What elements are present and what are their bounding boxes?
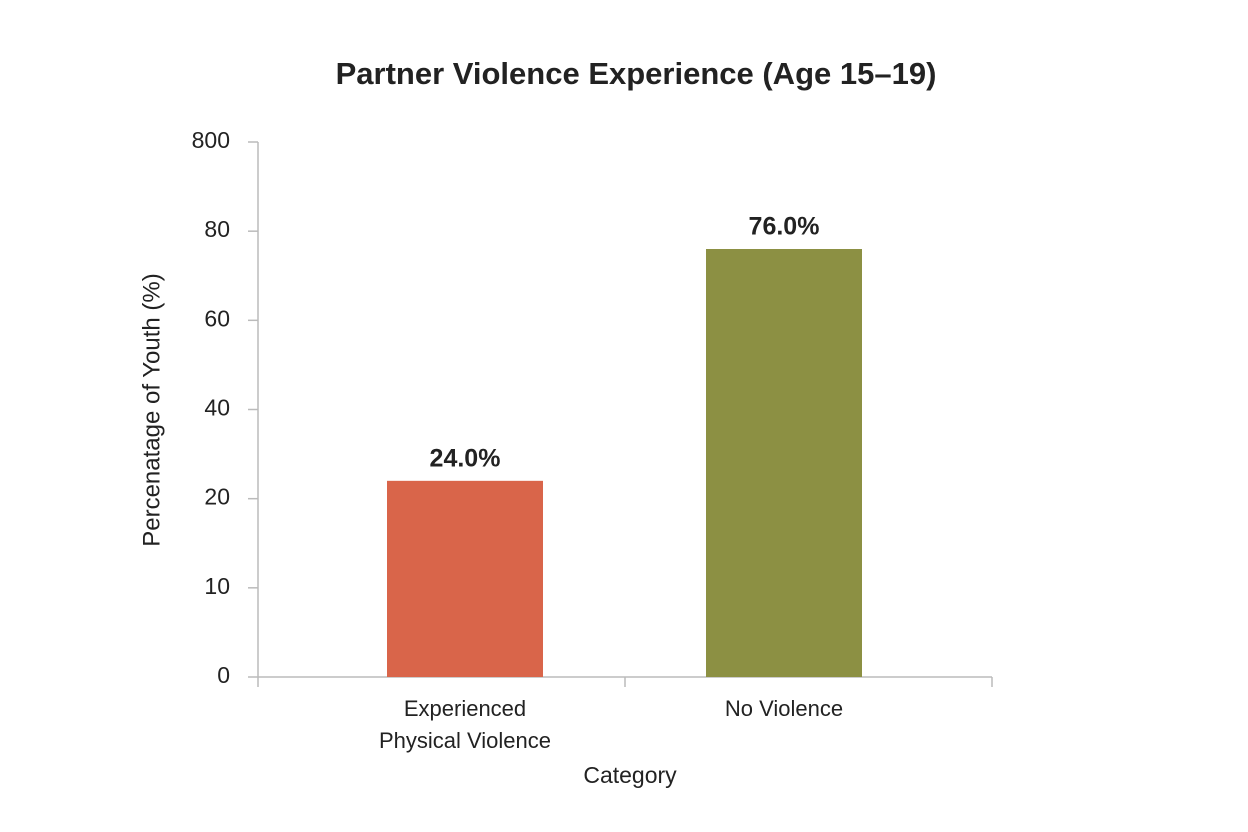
y-axis-title: Percenatage of Youth (%): [138, 273, 165, 547]
x-tick-label: No Violence: [724, 696, 844, 721]
y-tick-label: 0: [217, 662, 230, 688]
y-tick-label: 20: [204, 484, 230, 510]
x-tick-label-box: Experienced Physical Violence: [378, 696, 552, 753]
y-tick-label: 40: [204, 395, 230, 421]
y-tick-label: 800: [192, 127, 230, 153]
y-tick-label: 60: [204, 305, 230, 331]
y-tick-label: 80: [204, 216, 230, 242]
bar: [706, 249, 862, 677]
x-tick-label: Experienced Physical Violence: [378, 696, 552, 753]
value-label: 76.0%: [749, 213, 820, 241]
value-label: 24.0%: [430, 444, 501, 472]
x-tick-label-box: No Violence: [724, 696, 844, 721]
x-axis-title: Category: [583, 762, 677, 788]
chart-title: Partner Violence Experience (Age 15–19): [336, 56, 937, 91]
bar: [387, 480, 543, 677]
y-tick-label: 10: [204, 573, 230, 599]
